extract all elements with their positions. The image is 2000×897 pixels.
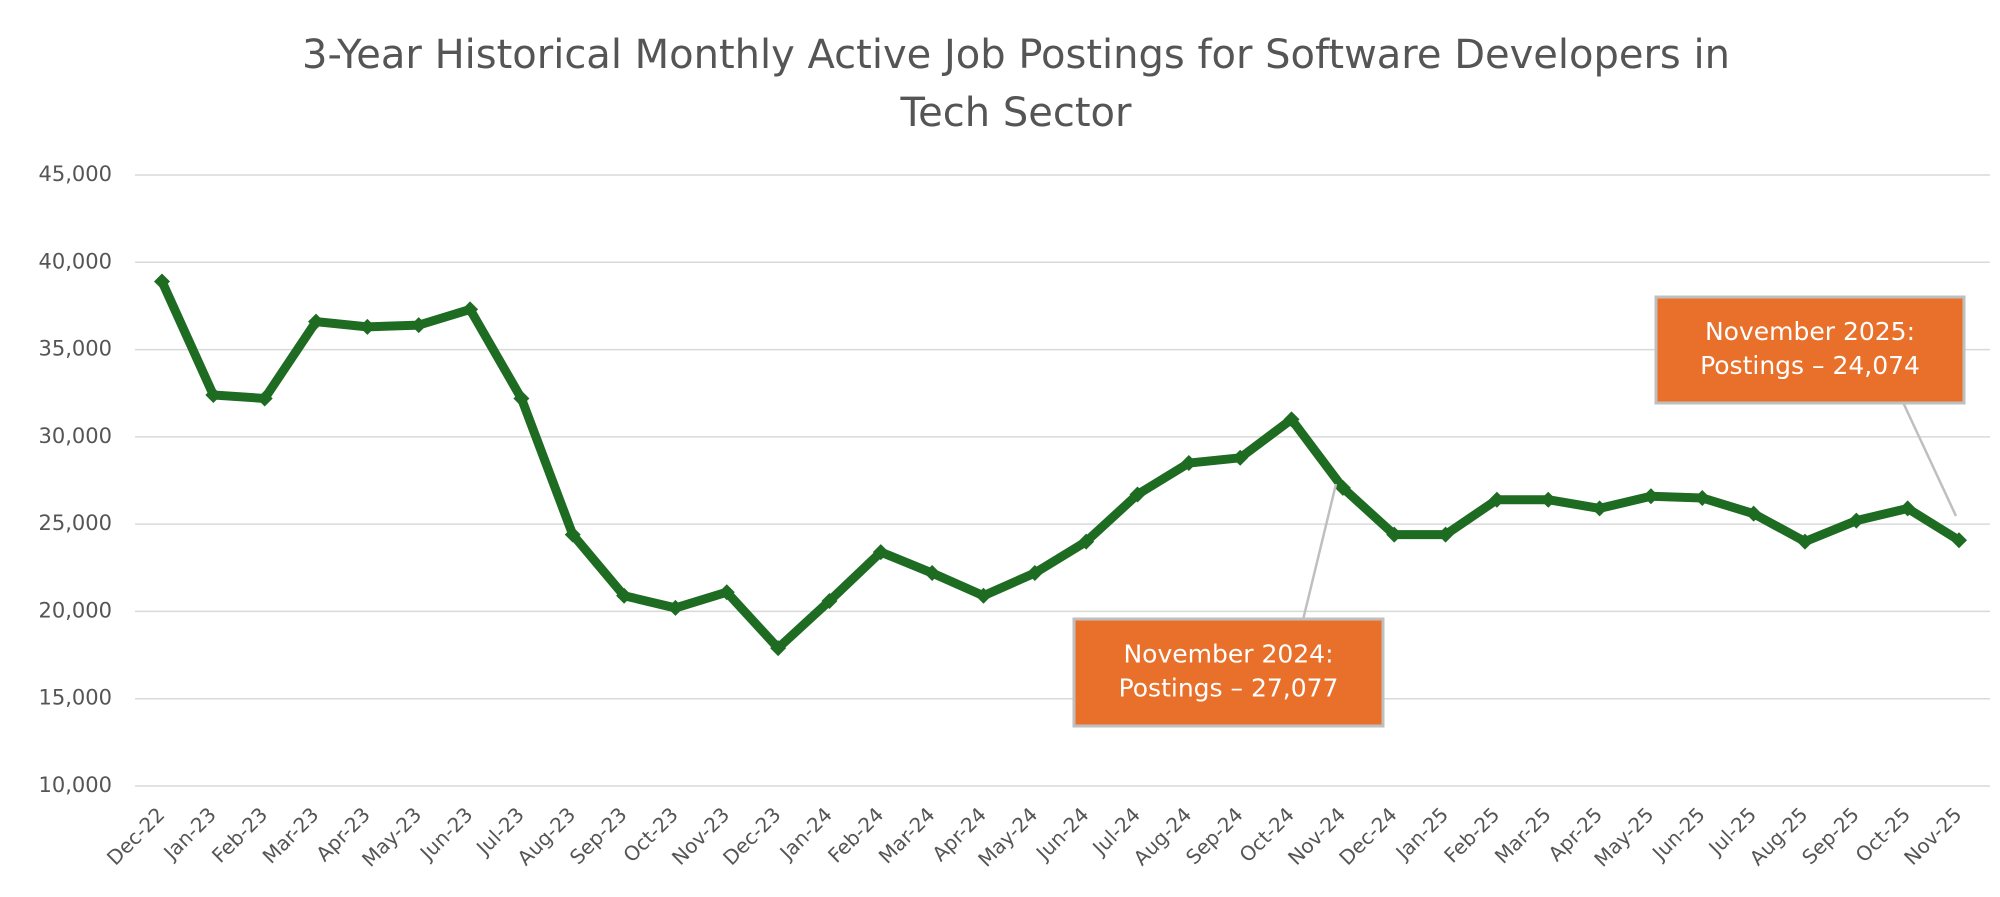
callout-text: November 2025: (1705, 317, 1915, 346)
x-tick-label: Dec-24 (1334, 802, 1401, 869)
x-tick-label: Feb-25 (1439, 802, 1504, 867)
data-point (872, 544, 889, 561)
data-point (718, 584, 735, 601)
data-point (1283, 411, 1300, 428)
y-tick-label: 30,000 (39, 424, 112, 448)
y-tick-label: 40,000 (39, 249, 112, 273)
y-tick-label: 45,000 (39, 162, 112, 186)
x-tick-label: Jun-25 (1646, 802, 1710, 866)
data-point (1078, 533, 1095, 550)
data-point (1694, 489, 1711, 506)
data-point (975, 587, 992, 604)
data-point (308, 313, 325, 330)
callout-text: Postings – 27,077 (1119, 674, 1339, 703)
data-point (410, 317, 427, 334)
callout-leader (1300, 483, 1338, 625)
data-point (1848, 512, 1865, 529)
x-tick-label: Sep-24 (1181, 802, 1248, 869)
x-tick-label: Sep-25 (1797, 802, 1864, 869)
data-point (1437, 526, 1454, 543)
data-point (1334, 479, 1351, 496)
data-point (513, 390, 530, 407)
callout-leader (1899, 397, 1958, 517)
callout-text: November 2024: (1123, 640, 1333, 669)
y-tick-label: 35,000 (39, 337, 112, 361)
data-point (1180, 455, 1197, 472)
data-point (1951, 532, 1967, 549)
data-point (770, 640, 787, 657)
x-tick-label: Feb-23 (207, 802, 272, 867)
data-line (157, 279, 1962, 653)
data-point (462, 301, 479, 318)
data-point (1232, 449, 1249, 466)
data-point (359, 318, 376, 335)
x-tick-label: Mar-25 (1490, 802, 1556, 868)
callout-text: Postings – 24,074 (1700, 351, 1920, 380)
data-point (1591, 500, 1608, 517)
data-point (924, 565, 941, 582)
data-point (1386, 526, 1403, 543)
data-point (1129, 486, 1146, 503)
callout-box (1072, 617, 1385, 728)
x-tick-label: Jun-24 (1030, 802, 1094, 866)
data-point (667, 599, 684, 616)
x-tick-label: Nov-25 (1899, 802, 1966, 869)
x-tick-label: Feb-24 (823, 802, 888, 867)
data-point (1540, 491, 1557, 508)
data-point (821, 592, 838, 609)
data-point (1745, 505, 1762, 522)
x-tick-label: Aug-24 (1129, 802, 1197, 870)
x-tick-label: Dec-22 (102, 802, 169, 869)
x-tick-label: Mar-23 (258, 802, 324, 868)
x-tick-label: Dec-23 (718, 802, 785, 869)
data-point (616, 587, 633, 604)
data-point (256, 390, 273, 407)
data-point (154, 273, 170, 290)
y-tick-label: 25,000 (39, 511, 112, 535)
chart-title: Tech Sector (900, 90, 1132, 136)
data-point (1899, 500, 1916, 517)
data-point (1642, 488, 1659, 505)
y-tick-label: 20,000 (39, 598, 112, 622)
x-tick-label: Mar-24 (874, 802, 940, 868)
data-point (1026, 565, 1043, 582)
data-point (1488, 491, 1505, 508)
chart-title: 3-Year Historical Monthly Active Job Pos… (302, 32, 1730, 78)
x-tick-label: Sep-23 (565, 802, 632, 869)
data-point (205, 386, 222, 403)
x-tick-label: Jun-23 (414, 802, 478, 866)
x-tick-label: Aug-23 (512, 802, 580, 870)
data-point (564, 526, 581, 543)
data-point (1796, 533, 1813, 550)
x-tick-label: Aug-25 (1745, 802, 1813, 870)
y-tick-label: 10,000 (39, 773, 112, 797)
y-tick-label: 15,000 (39, 686, 112, 710)
callout-box (1654, 295, 1966, 405)
